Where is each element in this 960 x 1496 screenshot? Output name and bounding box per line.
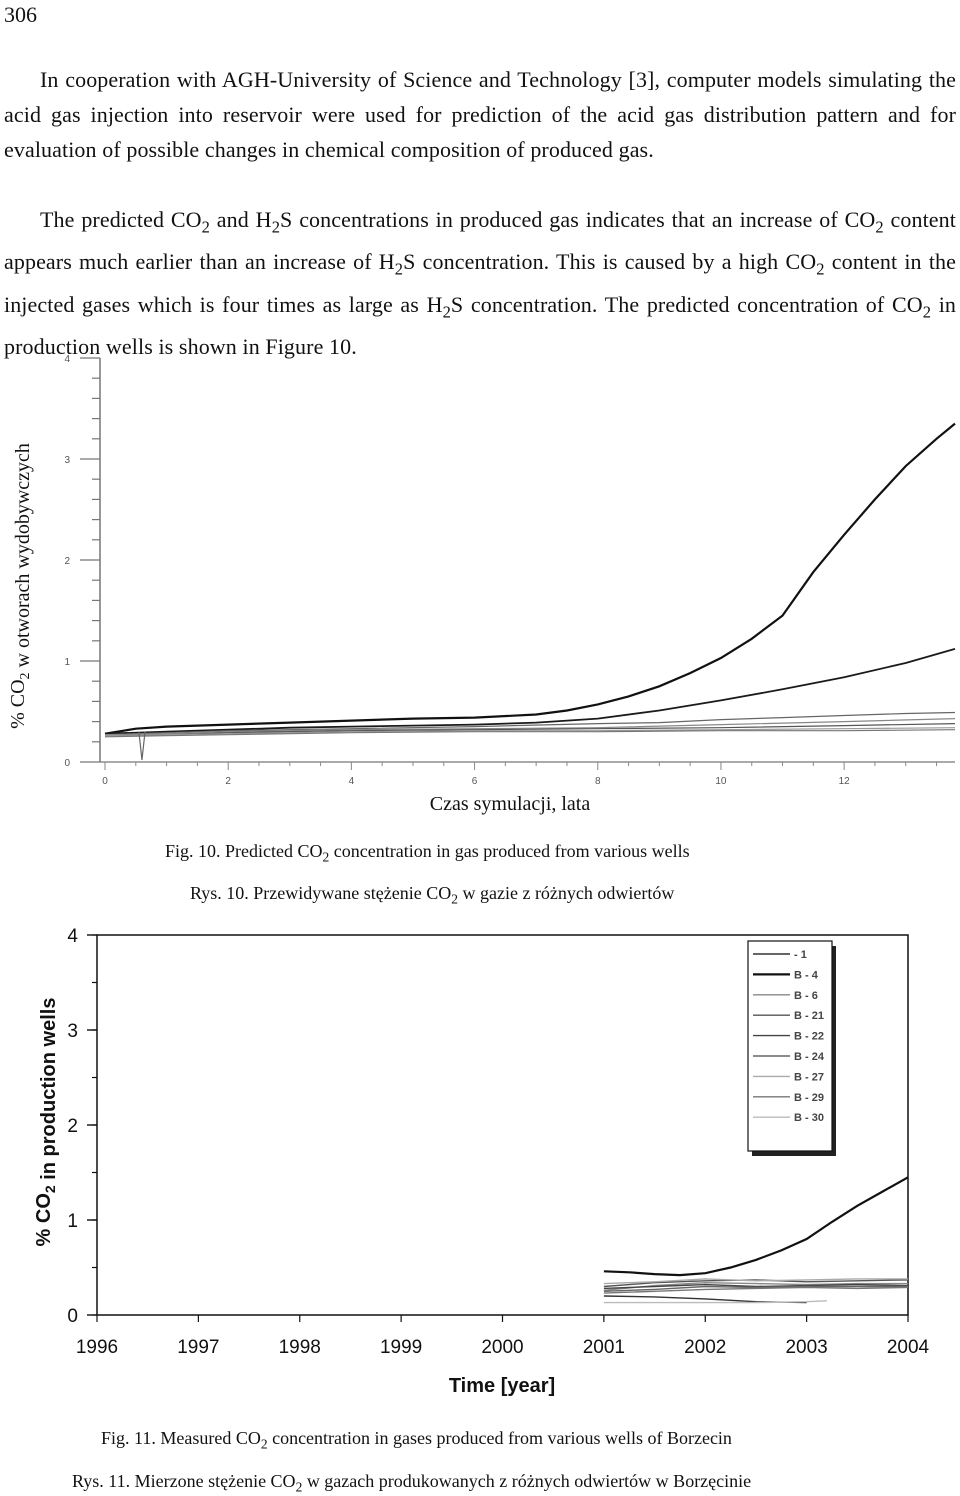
figure-11-legend-label: B - 30 xyxy=(794,1112,824,1124)
figure-10-x-tick-label: 0 xyxy=(102,776,108,787)
figure-11-legend-label: B - 4 xyxy=(794,969,819,981)
figure-10-x-tick-label: 4 xyxy=(349,776,355,787)
figure-11-legend-label: - 1 xyxy=(794,949,807,961)
figure-11-series-line xyxy=(603,1300,827,1304)
figure-10-y-tick-label: 4 xyxy=(64,354,70,365)
figure-10-x-tick-label: 6 xyxy=(472,776,478,787)
figure-11-x-tick-label: 1999 xyxy=(380,1337,422,1358)
paragraph-1: In cooperation with AGH-University of Sc… xyxy=(4,67,956,162)
figure-11-y-axis-label: % CO2 in production wells xyxy=(33,998,60,1247)
figure-11-legend-box xyxy=(747,940,833,1152)
figure-10-series-line xyxy=(104,422,956,735)
figure-11-x-tick-label: 2002 xyxy=(684,1337,726,1358)
figure-11-y-tick-label: 4 xyxy=(67,926,78,947)
figure-11-caption-en: Fig. 11. Measured CO2 concentration in g… xyxy=(101,1428,732,1452)
figure-11-y-tick-label: 2 xyxy=(67,1116,78,1137)
figure-11-x-tick-label: 1997 xyxy=(177,1337,219,1358)
figure-10-x-axis-label: Czas symulacji, lata xyxy=(430,793,591,815)
figure-11-series-line xyxy=(603,1285,908,1292)
figure-10-caption-pl: Rys. 10. Przewidywane stężenie CO2 w gaz… xyxy=(190,883,675,907)
figure-11-series-line xyxy=(603,1176,909,1277)
figure-10-series-dip xyxy=(138,731,146,761)
figure-11-legend-label: B - 22 xyxy=(794,1031,824,1043)
figure-11-legend-label: B - 29 xyxy=(794,1092,824,1104)
figure-11-x-tick-label: 1998 xyxy=(279,1337,321,1358)
figure-11-y-tick-label: 3 xyxy=(67,1021,78,1042)
figure-10-y-tick-label: 0 xyxy=(64,758,70,769)
figure-11-series-line xyxy=(603,1281,908,1291)
page-number: 306 xyxy=(4,2,37,27)
figure-10-y-tick-label: 2 xyxy=(64,556,70,567)
figure-10-caption-en: Fig. 10. Predicted CO2 concentration in … xyxy=(165,841,690,865)
figure-11-legend-label: B - 24 xyxy=(794,1051,825,1063)
figure-10-y-axis-label: % CO2 w otworach wydobywczych xyxy=(7,443,34,729)
figure-10-x-tick-label: 8 xyxy=(595,776,601,787)
figure-11-legend-label: B - 6 xyxy=(794,990,818,1002)
figure-10-series-line xyxy=(104,727,956,737)
figure-11-x-tick-label: 2003 xyxy=(785,1337,827,1358)
figure-10-x-tick-label: 12 xyxy=(839,776,851,787)
figure-11-caption-pl: Rys. 11. Mierzone stężenie CO2 w gazach … xyxy=(72,1471,752,1495)
figure-10-series-line xyxy=(104,711,956,736)
figure-10-series-line xyxy=(104,648,956,735)
figure-11-x-tick-label: 1996 xyxy=(76,1337,118,1358)
figure-11-chart: % CO2 in production wells 0 1 2 3 4 1996 1997 1… xyxy=(33,926,930,1397)
paragraph-2: The predicted CO2 and H2S concentrations… xyxy=(4,207,957,360)
figure-10-y-tick-label: 1 xyxy=(64,657,70,668)
figure-11-series-line xyxy=(603,1279,909,1288)
figure-11-series-line xyxy=(603,1278,908,1285)
figure-11-y-tick-label: 0 xyxy=(67,1306,78,1327)
figure-10-x-tick-label: 10 xyxy=(715,776,727,787)
figure-10-series-line xyxy=(104,718,956,736)
figure-10-x-tick-label: 2 xyxy=(225,776,231,787)
figure-10-y-tick-label: 3 xyxy=(64,455,70,466)
figure-11-y-tick-label: 1 xyxy=(67,1211,78,1232)
figure-11-series-line xyxy=(603,1286,909,1294)
figure-11-x-tick-label: 2000 xyxy=(481,1337,523,1358)
figure-10-series-line xyxy=(104,729,956,738)
figure-11-x-axis-label: Time [year] xyxy=(449,1375,555,1397)
figure-11-legend-label: B - 27 xyxy=(794,1071,824,1083)
figure-11-series-line xyxy=(603,1283,909,1290)
figure-11-legend-label: B - 21 xyxy=(794,1010,824,1022)
figure-11-x-tick-label: 2001 xyxy=(583,1337,625,1358)
figure-11-x-tick-label: 2004 xyxy=(887,1337,930,1358)
